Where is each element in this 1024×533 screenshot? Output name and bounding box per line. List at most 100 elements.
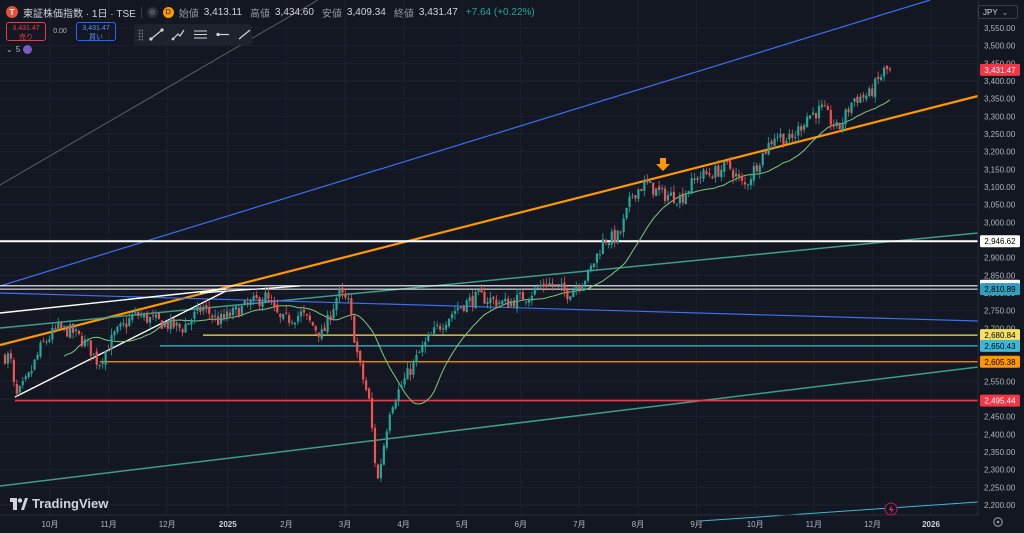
y-tick-label: 2,300.00 bbox=[984, 466, 1016, 475]
time-axis[interactable]: 10月 11月 12月 2025 2月 3月 4月 5月 6月 7月 8月 9月 10月 11月 12月 20… bbox=[0, 514, 978, 529]
trend-line-icon[interactable] bbox=[149, 27, 165, 42]
lightning-icon[interactable] bbox=[884, 502, 898, 516]
current-price-tag: 3,431.47 bbox=[984, 66, 1016, 75]
brush-icon[interactable] bbox=[171, 27, 187, 42]
candle-body bbox=[723, 161, 726, 172]
gray-trend-line[interactable] bbox=[0, 0, 319, 186]
candle-body bbox=[465, 300, 468, 312]
ma-line bbox=[63, 99, 891, 405]
orange-trend-line[interactable] bbox=[0, 94, 979, 347]
candle-body bbox=[92, 353, 95, 355]
symbol-title[interactable]: 東証株価指数 · 1日 · TSE bbox=[23, 8, 136, 20]
candle-body bbox=[400, 385, 403, 388]
x-tick-label: 11月 bbox=[806, 520, 822, 529]
candle-body bbox=[403, 378, 406, 385]
y-tick-label: 2,250.00 bbox=[984, 483, 1016, 492]
candle-body bbox=[347, 298, 350, 300]
candle-body bbox=[566, 289, 569, 300]
white-wedge-upper[interactable] bbox=[0, 288, 227, 314]
blue-channel-line[interactable] bbox=[0, 0, 931, 287]
candle-body bbox=[122, 322, 125, 325]
candle-body bbox=[702, 169, 705, 179]
candle-body bbox=[625, 207, 628, 219]
candle-body bbox=[424, 341, 427, 347]
drawing-lines[interactable] bbox=[0, 0, 979, 522]
candle-body bbox=[240, 305, 243, 316]
line-icon[interactable] bbox=[236, 27, 252, 42]
candle-body bbox=[808, 115, 812, 119]
chevron-down-icon[interactable]: ⌄ bbox=[6, 45, 13, 54]
low-value: 3,409.34 bbox=[346, 6, 386, 18]
green-trend-line-upper[interactable] bbox=[0, 232, 979, 329]
candle-body bbox=[379, 464, 383, 478]
candle-body bbox=[684, 194, 687, 204]
candle-body bbox=[705, 171, 708, 174]
candle-body bbox=[217, 316, 220, 326]
candle-body bbox=[214, 315, 217, 317]
horizontal-levels[interactable] bbox=[0, 240, 978, 402]
price-axis[interactable]: 2,200.00 2,250.00 2,300.00 2,350.00 2,400.00… bbox=[977, 0, 1024, 533]
indicator-count: 5 bbox=[15, 45, 21, 54]
candle-body bbox=[3, 354, 7, 364]
candle-body bbox=[285, 312, 288, 314]
candle-body bbox=[382, 445, 385, 465]
candle-body bbox=[439, 325, 442, 330]
green-trend-line-lower[interactable] bbox=[0, 366, 979, 487]
candle-body bbox=[335, 298, 338, 310]
fib-icon[interactable] bbox=[192, 27, 208, 42]
candle-body bbox=[145, 312, 149, 323]
chart-header: T 東証株価指数 · 1日 · TSE ◎ D 始値 3,413.11 高値 3,4… bbox=[6, 4, 535, 20]
tse-logo-icon: T bbox=[6, 6, 18, 18]
candle-body bbox=[54, 327, 57, 329]
tradingview-logo[interactable]: TradingView bbox=[10, 496, 108, 511]
candle-body bbox=[862, 94, 865, 98]
candle-body bbox=[669, 192, 673, 196]
y-tick-label: 3,000.00 bbox=[984, 218, 1016, 227]
candle-body bbox=[563, 282, 566, 291]
candle-body bbox=[228, 312, 232, 317]
candle-body bbox=[373, 427, 377, 464]
candle-body bbox=[619, 231, 622, 233]
candle-body bbox=[607, 243, 610, 246]
candle-body bbox=[521, 292, 525, 301]
candle-body bbox=[69, 324, 72, 338]
blue-descending-line[interactable] bbox=[0, 292, 979, 322]
x-tick-label: 6月 bbox=[515, 520, 527, 529]
candle-body bbox=[598, 254, 602, 256]
candle-body bbox=[385, 431, 388, 448]
x-tick-label: 2025 bbox=[219, 520, 237, 529]
candle-body bbox=[302, 309, 306, 313]
candle-body bbox=[154, 314, 158, 318]
candle-body bbox=[6, 353, 10, 364]
sell-button[interactable]: 3,431.47 売り bbox=[6, 22, 46, 41]
low-label: 安値 bbox=[321, 8, 342, 20]
candle-body bbox=[794, 136, 797, 138]
candle-body bbox=[293, 322, 297, 325]
candle-body bbox=[353, 315, 356, 343]
candle-body bbox=[45, 341, 48, 343]
white-wedge-lower[interactable] bbox=[14, 290, 227, 398]
candle-body bbox=[66, 326, 69, 337]
ray-icon[interactable] bbox=[214, 27, 230, 42]
drag-handle-icon[interactable] bbox=[138, 28, 143, 41]
eye-icon[interactable]: ◎ bbox=[146, 6, 158, 18]
candle-body bbox=[441, 328, 445, 330]
indicator-legend[interactable]: ⌄ 5 bbox=[6, 45, 33, 54]
currency-selector[interactable]: JPY ⌄ bbox=[978, 5, 1018, 19]
candle-body bbox=[601, 239, 604, 254]
candle-body bbox=[622, 218, 625, 233]
candle-body bbox=[474, 291, 477, 309]
cyan-bottom-line[interactable] bbox=[699, 501, 979, 522]
candle-body bbox=[18, 385, 21, 393]
candle-body bbox=[329, 316, 332, 321]
candle-body bbox=[832, 124, 835, 127]
x-tick-label: 11月 bbox=[100, 520, 116, 529]
candle-body bbox=[504, 298, 507, 302]
candle-body bbox=[181, 329, 184, 333]
settings-gear-icon[interactable] bbox=[993, 517, 1003, 527]
candle-body bbox=[252, 296, 255, 301]
buy-button[interactable]: 3,431.47 買い bbox=[76, 22, 116, 41]
candle-body bbox=[237, 308, 240, 318]
candle-body bbox=[436, 324, 439, 326]
